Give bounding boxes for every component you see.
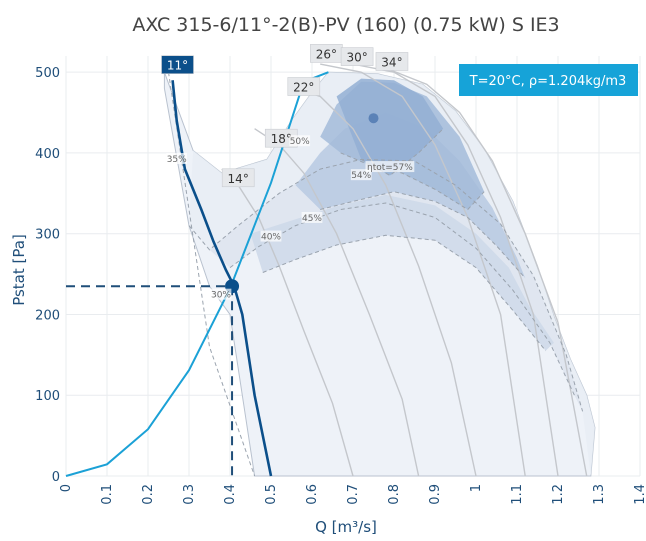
- x-tick-label: 0.8: [387, 484, 402, 505]
- x-axis-title: Q [m³/s]: [315, 518, 377, 536]
- efficiency-label: 35%: [166, 153, 187, 165]
- blade-angle-label-text: 26°: [316, 47, 337, 61]
- info-box-bg: [459, 64, 638, 96]
- efficiency-label: 45%: [301, 211, 323, 224]
- x-tick-label: 0.5: [264, 484, 279, 505]
- efficiency-label-text: 50%: [290, 137, 310, 147]
- blade-angle-label-text: 18°: [271, 132, 292, 146]
- efficiency-zone: [189, 72, 595, 476]
- best-efficiency-point: [368, 113, 379, 124]
- x-tick-label: 1.3: [592, 484, 607, 505]
- efficiency-label-bg: [166, 153, 188, 164]
- blade-angle-label[interactable]: 18°: [264, 128, 298, 148]
- info-box-text: T=20°C, ρ=1.204kg/m3: [469, 74, 627, 89]
- series-group: [65, 71, 329, 477]
- y-tick-label: 500: [35, 66, 60, 81]
- fan-curve-line: [171, 80, 273, 477]
- blade-angle-label-text: 11°: [167, 59, 188, 73]
- x-tick-label: 0.9: [428, 484, 443, 505]
- efficiency-label-text: 40%: [261, 233, 281, 243]
- x-tick-label: 0.7: [346, 484, 361, 505]
- efficiency-label: 30%: [210, 288, 232, 301]
- blade-angle-curve: [320, 63, 526, 477]
- y-tick-labels: 0 100 200 300 400 500: [35, 66, 60, 485]
- y-tick-label: 400: [35, 147, 60, 162]
- chart-title: AXC 315-6/11°-2(B)-PV (160) (0.75 kW) S …: [132, 14, 559, 36]
- x-tick-label: 0.4: [223, 484, 238, 505]
- efficiency-zone: [250, 194, 554, 351]
- efficiency-label: 50%: [289, 135, 310, 147]
- x-tick-label: 1.2: [551, 484, 566, 505]
- efficiency-label-bg: [350, 169, 372, 181]
- blade-angle-label[interactable]: 34°: [375, 52, 409, 71]
- efficiency-label-bg: [260, 230, 282, 242]
- blade-angle-curve: [352, 63, 559, 477]
- efficiency-label-text: 54%: [351, 171, 371, 181]
- efficiency-label: 54%: [350, 169, 372, 181]
- efficiency-zone: [336, 78, 444, 176]
- blade-angle-curve: [385, 67, 588, 477]
- x-tick-label: 1.1: [510, 484, 525, 505]
- y-tick-label: 200: [35, 308, 60, 323]
- efficiency-label-text: 30%: [211, 291, 231, 301]
- efficiency-label-bg: [210, 288, 232, 300]
- blade-angle-label-bg: [287, 77, 321, 96]
- x-tick-label: 0.1: [100, 484, 115, 505]
- x-tick-label: 0.6: [305, 484, 320, 505]
- y-tick-label: 100: [35, 389, 60, 404]
- x-tick-label: 1.4: [633, 484, 646, 505]
- blade-angle-label-text: 34°: [381, 55, 402, 69]
- efficiency-label-bg: [289, 135, 311, 147]
- guides-group: [66, 285, 234, 476]
- blade-angle-label[interactable]: 26°: [310, 44, 343, 63]
- blade-angle-label[interactable]: 30°: [340, 47, 374, 66]
- x-tick-label: 0.3: [182, 484, 197, 505]
- y-tick-label: 0: [52, 470, 60, 485]
- blade-angle-label-bg: [340, 47, 374, 66]
- efficiency-label: ηtot=57%: [365, 161, 415, 173]
- system-curve-line: [65, 71, 329, 477]
- efficiency-label-text: ηtot=57%: [367, 163, 413, 173]
- blade-angle-label-bg: [375, 52, 409, 71]
- y-tick-label: 300: [35, 228, 60, 243]
- blade-angle-curve: [295, 87, 477, 477]
- efficiency-label-text: 35%: [167, 155, 187, 165]
- angle-label-group: 111°14°18°22°26°30°34°: [161, 44, 409, 188]
- efficiency-label-bg: [301, 211, 323, 223]
- blade-angle-label-text: 22°: [293, 81, 314, 95]
- x-tick-label: 0: [59, 484, 74, 492]
- blade-angle-label[interactable]: 14°: [221, 168, 255, 188]
- y-axis-title: Pstat [Pa]: [10, 234, 28, 306]
- efficiency-label-bg: [365, 161, 415, 173]
- x-tick-labels: 0 0.1 0.2 0.3 0.4 0.5 0.6 0.7 0.8 0.9 1 1.1 1.2 1.3 1.…: [59, 484, 646, 505]
- x-tick-label: 1: [469, 484, 484, 492]
- info-box: T=20°C, ρ=1.204kg/m3: [459, 64, 638, 96]
- blade-angle-label-bg: [161, 55, 194, 74]
- efficiency-label-text: 45%: [302, 214, 322, 224]
- blade-angle-label-text: 30°: [346, 51, 367, 65]
- efficiency-label: 40%: [260, 230, 282, 243]
- blade-angle-label[interactable]: 22°: [287, 77, 321, 96]
- x-tick-label: 0.2: [141, 484, 156, 505]
- blade-angle-label-text: 14°: [228, 172, 249, 186]
- blade-angle-label[interactable]: 11°: [161, 55, 194, 74]
- efficiency-contour: [262, 234, 547, 352]
- efficiency-label-group: 35% 50% 54%ηtot=57% 45% 40% 30%: [166, 135, 415, 301]
- blade-angle-label-bg: [221, 168, 255, 188]
